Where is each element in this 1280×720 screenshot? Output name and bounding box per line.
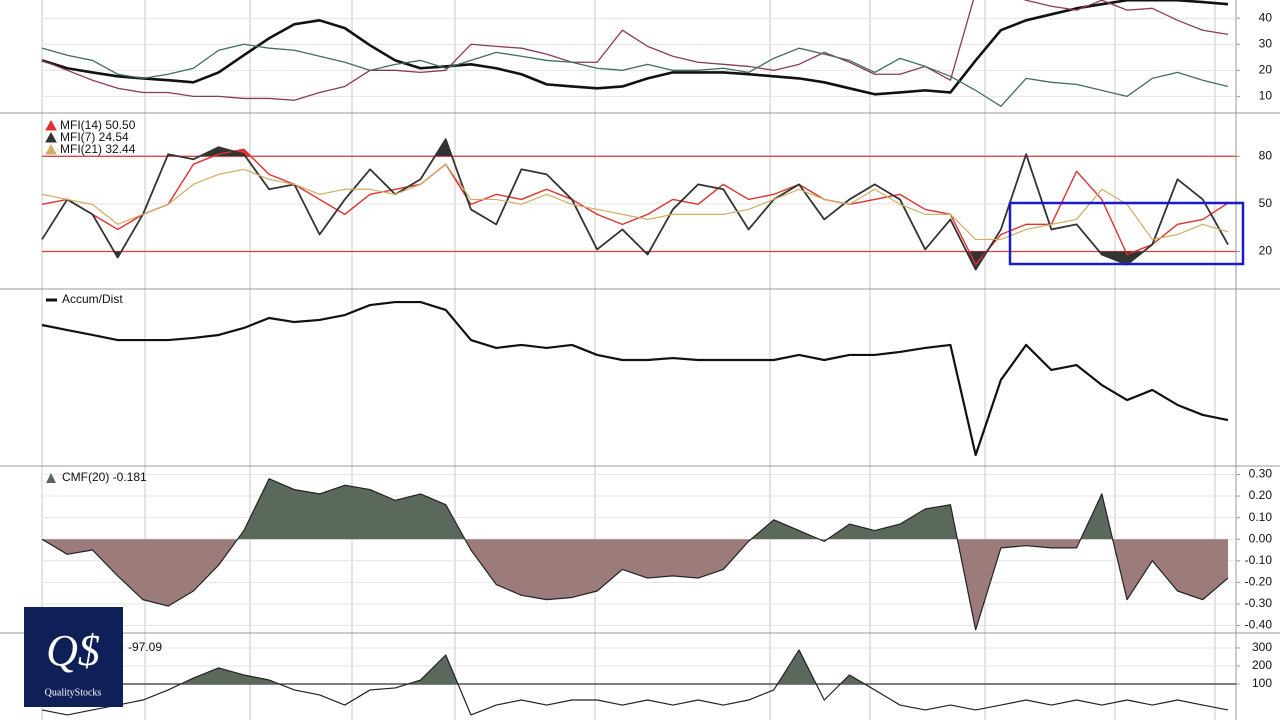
legend-label: MFI(21) 32.44 [60, 142, 136, 156]
logo-mark: Q$ [46, 626, 100, 675]
legend-icon [46, 298, 57, 302]
y-tick-label: 0.10 [1249, 510, 1273, 524]
series-line [41, 148, 1229, 266]
series-line [41, 43, 1229, 107]
legend-icon [46, 473, 56, 483]
y-tick-label: -0.30 [1245, 596, 1273, 610]
y-tick-label: -0.20 [1245, 575, 1273, 589]
y-tick-label: 20 [1259, 244, 1273, 258]
series-line [41, 138, 1229, 271]
y-tick-label: -0.10 [1245, 553, 1273, 567]
y-tick-label: 50 [1259, 196, 1273, 210]
series-line [41, 0, 1229, 101]
y-tick-label: 0.00 [1249, 531, 1273, 545]
legend-icon [45, 143, 57, 155]
area-below [42, 251, 1228, 270]
panel-title: CMF(20) -0.181 [62, 470, 147, 484]
legend-icon [45, 119, 57, 131]
y-tick-label: 80 [1259, 148, 1273, 162]
series-line [41, 163, 1229, 241]
panel-title: Accum/Dist [62, 292, 123, 306]
y-tick-label: 10 [1259, 89, 1273, 103]
legend-icon [45, 131, 57, 143]
y-tick-label: 0.30 [1249, 467, 1273, 481]
panel [41, 473, 1236, 631]
y-tick-label: 20 [1259, 62, 1273, 76]
panel [41, 0, 1236, 107]
series-line [41, 478, 1229, 631]
logo-text: QualityStocks [45, 687, 102, 698]
panel [41, 647, 1236, 716]
panel-title: -97.09 [128, 640, 162, 654]
series-line [41, 649, 1229, 716]
logo-background [24, 607, 123, 707]
y-tick-label: 100 [1252, 676, 1272, 690]
area-above [42, 478, 1228, 540]
y-tick-label: 300 [1252, 640, 1272, 654]
area-below [42, 251, 1228, 265]
area-above [42, 149, 1228, 157]
y-tick-label: 40 [1259, 10, 1273, 24]
panel [41, 138, 1236, 271]
y-tick-label: -0.40 [1245, 618, 1273, 632]
legend-label: MFI(7) 24.54 [60, 130, 129, 144]
logo: Q$ QualityStocks [24, 607, 123, 707]
legend-label: MFI(14) 50.50 [60, 118, 136, 132]
y-tick-label: 200 [1252, 658, 1272, 672]
series-line [41, 0, 1229, 96]
area-below [42, 539, 1228, 630]
y-tick-label: 0.20 [1249, 488, 1273, 502]
y-tick-label: 30 [1259, 36, 1273, 50]
highlight-box [1008, 201, 1245, 266]
panel [41, 300, 1229, 457]
series-line [41, 300, 1229, 457]
